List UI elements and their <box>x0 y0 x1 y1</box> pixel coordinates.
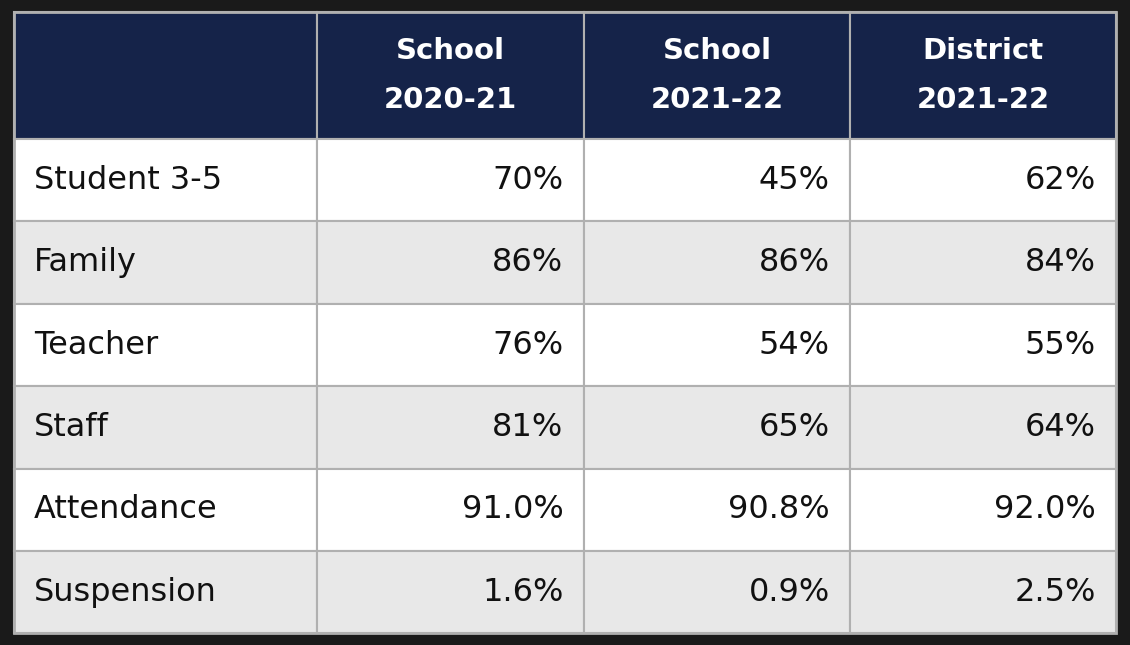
Bar <box>584 12 850 139</box>
Text: 86%: 86% <box>493 247 564 278</box>
Bar <box>850 551 1116 633</box>
Bar <box>584 469 850 551</box>
Bar <box>318 221 584 304</box>
Bar <box>14 551 318 633</box>
Text: 55%: 55% <box>1025 330 1096 361</box>
Text: 70%: 70% <box>493 164 564 196</box>
Text: 84%: 84% <box>1025 247 1096 278</box>
Text: District: District <box>923 37 1044 65</box>
Bar <box>14 221 318 304</box>
Text: Attendance: Attendance <box>34 494 218 525</box>
Bar <box>14 304 318 386</box>
Bar <box>850 469 1116 551</box>
Bar <box>584 386 850 469</box>
Bar <box>318 469 584 551</box>
Bar <box>318 139 584 221</box>
Text: Staff: Staff <box>34 412 108 443</box>
Text: 62%: 62% <box>1025 164 1096 196</box>
Text: 64%: 64% <box>1025 412 1096 443</box>
Text: School: School <box>396 37 505 65</box>
Bar <box>14 12 318 139</box>
Bar <box>584 304 850 386</box>
Text: 2021-22: 2021-22 <box>651 86 783 114</box>
Text: 92.0%: 92.0% <box>994 494 1096 525</box>
Bar <box>850 139 1116 221</box>
Bar <box>850 12 1116 139</box>
Text: 2020-21: 2020-21 <box>384 86 518 114</box>
Text: Student 3-5: Student 3-5 <box>34 164 221 196</box>
Text: 65%: 65% <box>758 412 829 443</box>
Bar <box>318 551 584 633</box>
Text: 86%: 86% <box>758 247 829 278</box>
Bar <box>584 551 850 633</box>
Text: 1.6%: 1.6% <box>483 577 564 608</box>
Text: 91.0%: 91.0% <box>462 494 564 525</box>
Text: 76%: 76% <box>493 330 564 361</box>
Text: 45%: 45% <box>758 164 829 196</box>
Bar <box>850 386 1116 469</box>
Bar <box>14 139 318 221</box>
Bar <box>584 221 850 304</box>
Bar <box>318 304 584 386</box>
Bar <box>318 12 584 139</box>
Bar <box>14 469 318 551</box>
Text: Family: Family <box>34 247 137 278</box>
Bar <box>14 386 318 469</box>
Text: Suspension: Suspension <box>34 577 217 608</box>
Text: Teacher: Teacher <box>34 330 158 361</box>
Bar <box>850 221 1116 304</box>
Text: 81%: 81% <box>493 412 564 443</box>
Bar <box>318 386 584 469</box>
Text: School: School <box>662 37 772 65</box>
Bar <box>584 139 850 221</box>
Text: 54%: 54% <box>758 330 829 361</box>
Text: 0.9%: 0.9% <box>748 577 829 608</box>
Bar <box>850 304 1116 386</box>
Text: 2.5%: 2.5% <box>1015 577 1096 608</box>
Text: 2021-22: 2021-22 <box>916 86 1050 114</box>
Text: 90.8%: 90.8% <box>728 494 829 525</box>
